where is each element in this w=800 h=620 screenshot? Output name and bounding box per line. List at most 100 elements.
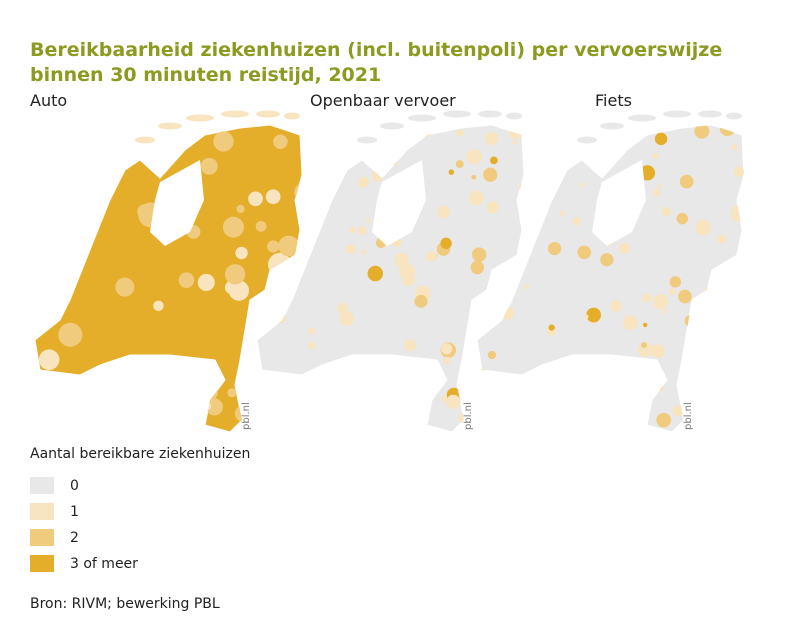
region-patch: [443, 356, 451, 365]
region-patch: [538, 171, 548, 180]
region-patch: [153, 300, 164, 312]
region-patch: [224, 264, 246, 285]
wadden-island: [726, 112, 742, 120]
region-patch: [727, 332, 734, 339]
region-patch: [572, 216, 582, 226]
region-patch: [193, 378, 219, 404]
region-patch: [349, 226, 356, 234]
region-patch: [441, 343, 453, 355]
region-patch: [305, 129, 316, 139]
region-patch: [419, 125, 434, 137]
wadden-island: [443, 110, 471, 118]
region-patch: [586, 307, 602, 323]
region-patch: [417, 410, 424, 417]
region-patch: [280, 377, 288, 385]
region-patch: [734, 166, 744, 177]
region-patch: [618, 370, 628, 380]
region-patch: [617, 380, 633, 395]
region-patch: [512, 139, 518, 145]
wadden-island: [408, 114, 436, 122]
region-patch: [577, 245, 591, 260]
region-patch: [371, 169, 384, 182]
region-patch: [669, 276, 682, 288]
region-patch: [730, 205, 744, 222]
region-patch: [679, 174, 694, 189]
region-patch: [441, 395, 448, 402]
region-patch: [361, 249, 367, 255]
region-patch: [695, 219, 712, 236]
region-patch: [469, 190, 484, 206]
region-patch: [273, 134, 288, 150]
region-patch: [519, 181, 524, 194]
region-patch: [560, 210, 566, 216]
region-patch: [448, 169, 455, 175]
region-patch: [581, 355, 590, 364]
pbl-credit: pbl.nl: [683, 402, 694, 430]
region-patch: [376, 365, 390, 378]
region-patch: [505, 398, 518, 411]
pbl-credit: pbl.nl: [241, 402, 252, 430]
region-patch: [661, 309, 666, 314]
region-patch: [407, 366, 419, 379]
region-patch: [580, 182, 585, 187]
wadden-island: [357, 136, 377, 144]
region-patch: [38, 349, 60, 370]
region-patch: [672, 405, 684, 417]
region-patch: [267, 240, 280, 253]
map-0: pbl.nl: [34, 110, 303, 433]
legend-item-2: 2: [30, 529, 79, 546]
legend-item-1: 1: [30, 503, 79, 520]
region-patch: [115, 277, 135, 297]
region-patch: [548, 324, 555, 331]
legend-swatch: [30, 529, 54, 546]
land-area: [256, 124, 525, 433]
region-patch: [652, 293, 669, 310]
region-patch: [503, 382, 519, 399]
wadden-island: [284, 112, 300, 120]
region-patch: [278, 235, 300, 257]
region-patch: [399, 263, 416, 280]
wadden-island: [135, 136, 155, 144]
region-patch: [619, 242, 631, 254]
region-patch: [213, 131, 234, 152]
wadden-island: [158, 122, 182, 130]
region-patch: [58, 322, 83, 347]
region-patch: [486, 201, 500, 214]
region-patch: [487, 350, 497, 360]
region-patch: [483, 291, 497, 305]
region-patch: [719, 125, 736, 137]
region-patch: [694, 125, 710, 139]
source-note: Bron: RIVM; bewerking PBL: [30, 596, 220, 612]
region-patch: [440, 237, 452, 250]
region-patch: [265, 308, 273, 316]
region-patch: [485, 131, 499, 146]
region-patch: [236, 204, 245, 214]
region-patch: [394, 252, 409, 268]
wadden-island: [186, 114, 214, 122]
wadden-island: [256, 110, 280, 118]
region-patch: [639, 165, 656, 181]
ijsselmeer-water: [372, 160, 426, 246]
region-patch: [622, 315, 638, 330]
region-patch: [164, 129, 175, 140]
region-patch: [481, 378, 488, 385]
region-patch: [490, 314, 500, 324]
region-patch: [228, 280, 250, 301]
region-patch: [653, 188, 661, 197]
legend-item-0: 0: [30, 477, 79, 494]
region-patch: [455, 129, 464, 137]
legend-label: 3 of meer: [70, 555, 138, 572]
region-patch: [308, 327, 316, 335]
maps-svg: pbl.nl pbl.nl pbl.nl: [34, 110, 745, 433]
region-patch: [731, 144, 738, 151]
region-patch: [235, 246, 248, 260]
region-patch: [471, 174, 477, 180]
region-patch: [583, 314, 589, 319]
wadden-island: [698, 110, 722, 118]
legend-swatch: [30, 555, 54, 572]
region-patch: [726, 344, 738, 356]
region-patch: [729, 321, 743, 335]
region-patch: [345, 244, 356, 255]
region-patch: [668, 288, 676, 296]
region-patch: [437, 205, 450, 219]
